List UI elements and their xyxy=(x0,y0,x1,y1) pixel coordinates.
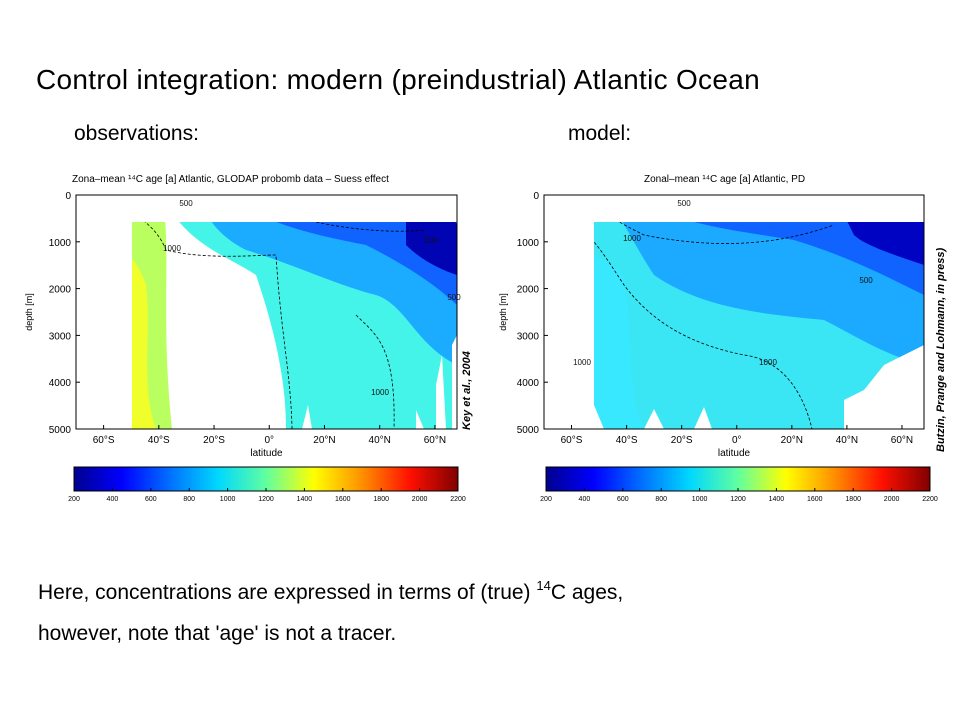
x-tick-label: 60°S xyxy=(93,435,115,446)
colorbar-tick-label: 1200 xyxy=(258,496,274,503)
model-chart: 500 1000 500 1000 1000 0 1000 2000 3000 4000 5000 d… xyxy=(498,191,938,503)
x-tick-label: 60°N xyxy=(891,435,913,446)
y-axis-label: depth [m] xyxy=(24,293,34,331)
colorbar xyxy=(545,466,931,492)
model-plot-title: Zonal–mean ¹⁴C age [a] Atlantic, PD xyxy=(644,174,806,185)
y-tick-label: 0 xyxy=(65,191,71,202)
colorbar-tick-label: 200 xyxy=(68,496,80,503)
contour-label: 500 xyxy=(859,276,873,285)
y-tick-label: 3000 xyxy=(49,331,72,342)
y-tick-label: 1000 xyxy=(517,238,540,249)
y-tick-label: 3000 xyxy=(517,331,540,342)
colorbar-tick-label: 2000 xyxy=(884,496,900,503)
colorbar-tick-label: 2200 xyxy=(922,496,938,503)
model-panel: Zonal–mean ¹⁴C age [a] Atlantic, PD 500 1… xyxy=(494,168,954,508)
colorbar-tick-label: 600 xyxy=(145,496,157,503)
x-tick-label: 60°S xyxy=(561,435,583,446)
seafloor-mask xyxy=(302,335,457,429)
x-tick-label: 40°N xyxy=(369,435,391,446)
observations-label: observations: xyxy=(74,122,199,145)
colorbar-tick-label: 1800 xyxy=(845,496,861,503)
contour-label: 500 xyxy=(677,199,691,208)
x-tick-label: 40°N xyxy=(836,435,858,446)
y-tick-label: 5000 xyxy=(517,425,540,436)
x-tick-label: 40°S xyxy=(148,435,170,446)
footer-line-1-text: Here, concentrations are expressed in te… xyxy=(38,581,537,604)
observations-panel: Zona–mean ¹⁴C age [a] Atlantic, GLODAP p… xyxy=(20,168,490,508)
colorbar-tick-label: 400 xyxy=(579,496,591,503)
observations-plot-title: Zona–mean ¹⁴C age [a] Atlantic, GLODAP p… xyxy=(72,174,389,185)
x-tick-label: 60°N xyxy=(424,435,446,446)
colorbar-tick-label: 1200 xyxy=(730,496,746,503)
plot-frame xyxy=(543,194,925,430)
colorbar-tick-label: 1400 xyxy=(769,496,785,503)
footer-line-2: however, note that 'age' is not a tracer… xyxy=(38,622,397,645)
contour-label: 1000 xyxy=(163,244,181,253)
model-credit: Butzin, Prange and Lohmann, in press) xyxy=(935,247,947,452)
age-band-5 xyxy=(406,222,457,275)
contour-line-0 xyxy=(618,222,835,244)
heatmap-field xyxy=(132,222,457,430)
x-tick-label: 20°S xyxy=(203,435,225,446)
x-tick-label: 0° xyxy=(732,435,742,446)
observations-chart: 500 1000 500 500 1000 0 1000 2000 3000 4000 5000 de… xyxy=(24,191,466,503)
colorbar xyxy=(73,466,459,492)
colorbar-tick-label: 2000 xyxy=(412,496,428,503)
x-tick-label: 20°N xyxy=(781,435,803,446)
contour-label: 1000 xyxy=(573,358,591,367)
y-tick-label: 1000 xyxy=(49,238,72,249)
contour-label: 500 xyxy=(179,199,193,208)
age-band-1 xyxy=(132,258,156,429)
y-tick-label: 4000 xyxy=(517,378,540,389)
contour-line-1 xyxy=(313,222,427,232)
footer-line-1: Here, concentrations are expressed in te… xyxy=(38,578,623,605)
colorbar-tick-label: 1600 xyxy=(335,496,351,503)
age-band-1 xyxy=(594,255,644,429)
contour-label: 1000 xyxy=(759,358,777,367)
colorbar-tick-label: 1400 xyxy=(297,496,313,503)
x-tick-label: 0° xyxy=(264,435,274,446)
contour-line-0 xyxy=(144,222,293,430)
y-tick-label: 2000 xyxy=(517,285,540,296)
x-tick-label: 40°S xyxy=(616,435,638,446)
x-axis-label: latitude xyxy=(250,448,283,459)
colorbar-tick-label: 1600 xyxy=(807,496,823,503)
colorbar-tick-label: 800 xyxy=(183,496,195,503)
x-tick-label: 20°S xyxy=(671,435,693,446)
isotope-superscript: 14 xyxy=(536,578,551,593)
colorbar-tick-label: 1000 xyxy=(692,496,708,503)
age-band-5 xyxy=(847,222,924,265)
colorbar-tick-label: 200 xyxy=(540,496,552,503)
heatmap-field xyxy=(564,222,924,430)
contour-label: 500 xyxy=(424,236,438,245)
y-tick-label: 4000 xyxy=(49,378,72,389)
y-tick-label: 5000 xyxy=(49,425,72,436)
age-band-2 xyxy=(564,271,592,335)
colorbar-tick-label: 400 xyxy=(107,496,119,503)
contour-label: 1000 xyxy=(371,388,389,397)
colorbar-tick-label: 1000 xyxy=(220,496,236,503)
contour-label: 500 xyxy=(447,293,461,302)
observations-credit: Key et al., 2004 xyxy=(461,351,473,430)
model-label: model: xyxy=(568,122,632,145)
contour-label: 1000 xyxy=(623,234,641,243)
x-tick-label: 20°N xyxy=(313,435,335,446)
y-axis-label: depth [m] xyxy=(498,293,508,331)
footer-line-1-end: C ages, xyxy=(550,581,624,604)
colorbar-tick-label: 1800 xyxy=(373,496,389,503)
age-band-0 xyxy=(132,222,172,429)
contour-line-2 xyxy=(355,314,395,430)
seafloor-mask xyxy=(594,345,924,429)
colorbar-tick-label: 600 xyxy=(617,496,629,503)
y-tick-label: 0 xyxy=(533,191,539,202)
contour-line-1 xyxy=(594,241,813,430)
plot-frame xyxy=(75,194,458,430)
slide-title: Control integration: modern (preindustri… xyxy=(36,64,760,95)
colorbar-tick-label: 800 xyxy=(655,496,667,503)
x-axis-label: latitude xyxy=(718,448,751,459)
y-tick-label: 2000 xyxy=(49,285,72,296)
colorbar-tick-label: 2200 xyxy=(450,496,466,503)
